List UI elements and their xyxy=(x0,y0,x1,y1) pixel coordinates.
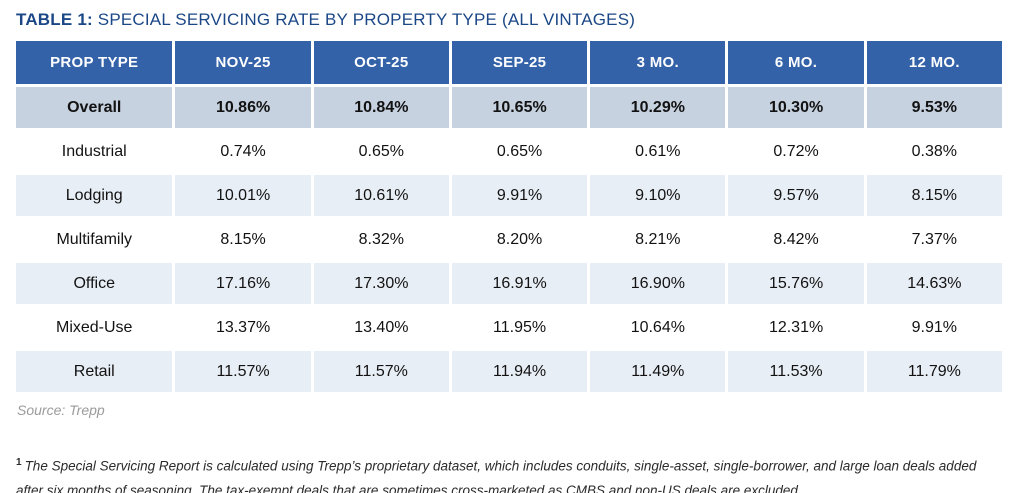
cell-value: 8.15% xyxy=(866,175,1002,216)
cell-value: 16.90% xyxy=(590,263,726,304)
column-header: 12 MO. xyxy=(866,41,1002,84)
cell-value: 0.74% xyxy=(175,131,311,172)
cell-value: 9.53% xyxy=(866,87,1002,128)
cell-value: 9.10% xyxy=(590,175,726,216)
cell-value: 16.91% xyxy=(451,263,588,304)
cell-value: 12.31% xyxy=(728,307,864,348)
header-row: PROP TYPE NOV-25 OCT-25 SEP-25 3 MO. 6 MO. 12 … xyxy=(16,41,1002,84)
footnote: 1 The Special Servicing Report is calcula… xyxy=(16,454,1001,493)
cell-value: 0.38% xyxy=(866,131,1002,172)
table-header: PROP TYPE NOV-25 OCT-25 SEP-25 3 MO. 6 MO. 12 … xyxy=(16,41,1002,84)
table-row: Overall 10.86% 10.84% 10.65% 10.29% 10.30% 9.5… xyxy=(16,87,1002,128)
cell-value: 11.95% xyxy=(451,307,588,348)
cell-value: 8.21% xyxy=(590,219,726,260)
footnote-text: The Special Servicing Report is calculat… xyxy=(16,458,977,493)
table-row: Multifamily 8.15% 8.32% 8.20% 8.21% 8.42% 7.37… xyxy=(16,219,1002,260)
cell-value: 10.01% xyxy=(175,175,311,216)
cell-value: 14.63% xyxy=(866,263,1002,304)
row-label: Multifamily xyxy=(16,219,173,260)
column-header: 6 MO. xyxy=(728,41,864,84)
cell-value: 11.79% xyxy=(866,351,1002,392)
column-header: SEP-25 xyxy=(451,41,588,84)
cell-value: 11.94% xyxy=(451,351,588,392)
cell-value: 11.49% xyxy=(590,351,726,392)
column-header: NOV-25 xyxy=(175,41,311,84)
cell-value: 13.37% xyxy=(175,307,311,348)
cell-value: 7.37% xyxy=(866,219,1002,260)
cell-value: 8.32% xyxy=(313,219,449,260)
column-header: PROP TYPE xyxy=(16,41,173,84)
cell-value: 13.40% xyxy=(313,307,449,348)
cell-value: 17.16% xyxy=(175,263,311,304)
table-row: Industrial 0.74% 0.65% 0.65% 0.61% 0.72% 0.38% xyxy=(16,131,1002,172)
cell-value: 10.65% xyxy=(451,87,588,128)
page-title: TABLE 1: SPECIAL SERVICING RATE BY PROPE… xyxy=(16,10,1010,30)
cell-value: 10.86% xyxy=(175,87,311,128)
cell-value: 10.64% xyxy=(590,307,726,348)
special-servicing-rate-table: PROP TYPE NOV-25 OCT-25 SEP-25 3 MO. 6 MO. 12 … xyxy=(13,38,1005,395)
cell-value: 15.76% xyxy=(728,263,864,304)
row-label: Mixed-Use xyxy=(16,307,173,348)
cell-value: 10.29% xyxy=(590,87,726,128)
cell-value: 8.15% xyxy=(175,219,311,260)
row-label: Industrial xyxy=(16,131,173,172)
cell-value: 8.42% xyxy=(728,219,864,260)
table-row: Office 17.16% 17.30% 16.91% 16.90% 15.76% 14.6… xyxy=(16,263,1002,304)
cell-value: 11.53% xyxy=(728,351,864,392)
cell-value: 9.57% xyxy=(728,175,864,216)
cell-value: 17.30% xyxy=(313,263,449,304)
table-row: Retail 11.57% 11.57% 11.94% 11.49% 11.53% 11.7… xyxy=(16,351,1002,392)
table-row: Mixed-Use 13.37% 13.40% 11.95% 10.64% 12.31% 9… xyxy=(16,307,1002,348)
cell-value: 10.61% xyxy=(313,175,449,216)
cell-value: 0.65% xyxy=(313,131,449,172)
cell-value: 11.57% xyxy=(313,351,449,392)
cell-value: 0.61% xyxy=(590,131,726,172)
cell-value: 10.84% xyxy=(313,87,449,128)
cell-value: 9.91% xyxy=(866,307,1002,348)
row-label: Retail xyxy=(16,351,173,392)
footnote-marker: 1 xyxy=(16,457,22,468)
cell-value: 8.20% xyxy=(451,219,588,260)
row-label: Overall xyxy=(16,87,173,128)
table-number-label: TABLE 1: xyxy=(16,10,93,29)
table-title-text: SPECIAL SERVICING RATE BY PROPERTY TYPE … xyxy=(97,10,636,29)
cell-value: 0.65% xyxy=(451,131,588,172)
cell-value: 11.57% xyxy=(175,351,311,392)
row-label: Lodging xyxy=(16,175,173,216)
table-row: Lodging 10.01% 10.61% 9.91% 9.10% 9.57% 8.15% xyxy=(16,175,1002,216)
source-note: Source: Trepp xyxy=(17,402,105,418)
cell-value: 0.72% xyxy=(728,131,864,172)
row-label: Office xyxy=(16,263,173,304)
column-header: OCT-25 xyxy=(313,41,449,84)
column-header: 3 MO. xyxy=(590,41,726,84)
cell-value: 10.30% xyxy=(728,87,864,128)
cell-value: 9.91% xyxy=(451,175,588,216)
table-body: Overall 10.86% 10.84% 10.65% 10.29% 10.30% 9.5… xyxy=(16,87,1002,392)
